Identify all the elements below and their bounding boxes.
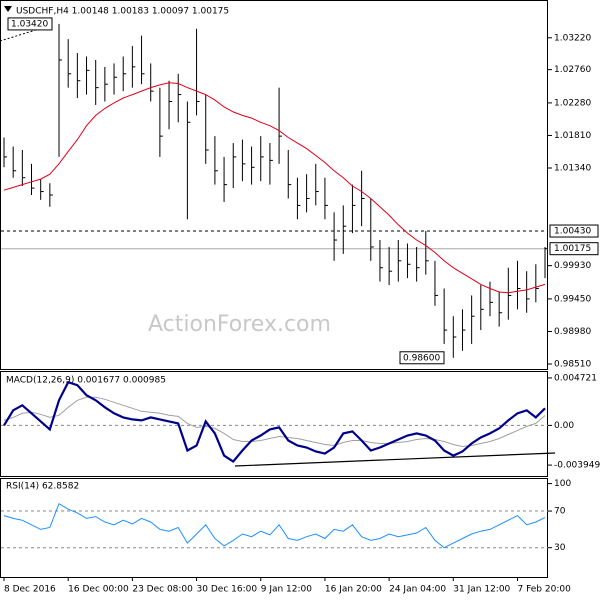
- y-tick-label: 0.99930: [554, 261, 591, 271]
- annotation-label: 1.03420: [11, 19, 48, 29]
- macd-panel: [0, 371, 548, 477]
- y-tick-label: 1.02760: [554, 65, 591, 75]
- x-tick-label: 9 Jan 12:00: [261, 585, 313, 595]
- y-tick-label: 0.98980: [554, 327, 591, 337]
- x-tick-label: 23 Dec 08:00: [132, 585, 193, 595]
- x-tick-label: 16 Dec 00:00: [68, 585, 129, 595]
- price-panel: [0, 0, 548, 370]
- series-line: [3, 82, 546, 294]
- y-tick-label: 1.01340: [554, 163, 591, 173]
- series-line: [3, 396, 546, 448]
- y-tick-label: 30: [554, 543, 566, 553]
- panel-title: USDCHF,H4 1.00148 1.00183 1.00097 1.0017…: [16, 7, 229, 17]
- panel-title: MACD(12,26,9) 0.001677 0.000985: [6, 376, 166, 386]
- y-tick-label: 1.02280: [554, 98, 591, 108]
- y-tick-label: 0.99450: [554, 294, 591, 304]
- rsi-panel: [0, 478, 548, 578]
- y-tick-label: -0.003949: [554, 461, 600, 471]
- y-tick-label: 1.01810: [554, 131, 591, 141]
- annotation-label: 0.98600: [403, 353, 440, 363]
- level-label: 1.00175: [554, 244, 591, 254]
- level-box: [549, 242, 599, 256]
- x-tick-label: 7 Feb 20:00: [517, 585, 571, 595]
- series-line: [3, 502, 546, 549]
- y-tick-label: 1.03220: [554, 33, 591, 43]
- y-tick-label: 100: [554, 479, 571, 489]
- x-tick-label: 31 Jan 12:00: [453, 585, 510, 595]
- x-tick-label: 30 Dec 16:00: [197, 585, 258, 595]
- y-tick-label: 0.98510: [554, 360, 591, 370]
- x-tick-label: 8 Dec 2016: [4, 585, 56, 595]
- panel-title: RSI(14) 62.8582: [6, 482, 79, 492]
- y-tick-label: 0.00: [554, 421, 574, 431]
- level-box: [549, 224, 599, 238]
- level-label: 1.00430: [554, 227, 591, 237]
- x-tick-label: 24 Jan 04:00: [389, 585, 446, 595]
- annotation-box: [7, 17, 53, 31]
- macd-trendline: [234, 452, 556, 467]
- x-tick-label: 16 Jan 20:00: [325, 585, 382, 595]
- y-tick-label: 0.004721: [554, 373, 597, 383]
- watermark: ActionForex.com: [148, 312, 331, 337]
- series-line: [3, 380, 546, 464]
- annotation-box: [399, 351, 445, 365]
- menu-arrow: [4, 6, 12, 12]
- y-tick-label: 70: [554, 507, 566, 517]
